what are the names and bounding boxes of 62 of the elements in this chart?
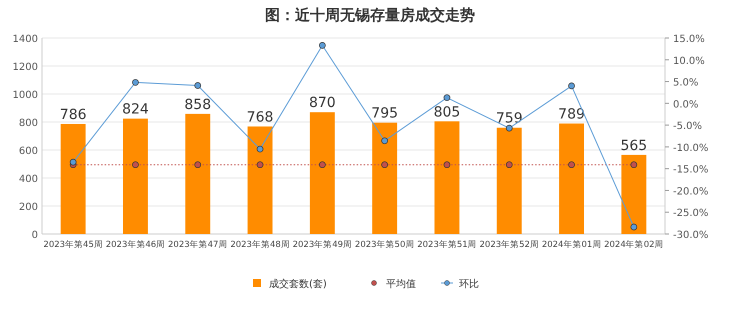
- x-tick-label: 2023年第46周: [106, 239, 166, 250]
- x-tick-label: 2023年第50周: [354, 239, 414, 250]
- bar: [621, 154, 646, 234]
- legend-label: 平均值: [386, 278, 416, 290]
- y-tick-label: 1200: [12, 62, 38, 73]
- y2-tick-label: 5.0%: [673, 78, 698, 89]
- data-label: 870: [308, 95, 336, 112]
- x-tick-label: 2023年第49周: [292, 239, 352, 250]
- y2-tick-label: 0.0%: [673, 99, 698, 110]
- bar: [248, 126, 273, 234]
- data-label: 795: [371, 106, 398, 122]
- bar: [496, 128, 522, 234]
- y-tick-label: 1400: [12, 34, 38, 45]
- x-tick-label: 2023年第52周: [480, 239, 539, 250]
- point: [568, 82, 575, 90]
- y-tick-label: 800: [18, 118, 38, 129]
- y-tick-label: 400: [18, 174, 38, 185]
- point: [256, 146, 264, 152]
- point: [444, 94, 450, 102]
- point: [194, 82, 202, 89]
- y2-tick-label: -20.0%: [673, 186, 708, 198]
- point: [319, 42, 326, 49]
- data-label: 768: [246, 109, 274, 126]
- y2-tick-label: -15.0%: [673, 164, 708, 176]
- point: [70, 158, 76, 166]
- data-label: 565: [620, 138, 648, 154]
- point: [506, 124, 513, 132]
- x-tick-label: 2024年第01周: [542, 239, 602, 250]
- x-tick-label: 2023年第45周: [43, 239, 103, 250]
- x-tick-label: 2023年第47周: [168, 239, 228, 250]
- bar: [559, 124, 584, 234]
- bar: [310, 112, 335, 234]
- legend-label: 成交套数(套): [269, 278, 327, 290]
- data-label: 824: [122, 102, 149, 118]
- y2-tick-label: -10.0%: [673, 142, 708, 154]
- y-tick-label: 0: [32, 230, 38, 241]
- y-tick-label: 1000: [12, 90, 38, 101]
- legend-label: 环比: [459, 278, 479, 290]
- bar: [434, 121, 460, 234]
- point: [132, 79, 139, 86]
- x-tick-label: 2024年第02周: [604, 239, 664, 250]
- y2-tick-label: 15.0%: [673, 34, 705, 45]
- bar: [122, 118, 148, 234]
- point: [381, 137, 388, 144]
- y2-tick-label: -25.0%: [673, 208, 708, 220]
- y-tick-label: 200: [18, 202, 38, 213]
- y2-tick-label: 10.0%: [673, 56, 705, 67]
- y2-tick-label: -5.0%: [673, 121, 702, 132]
- data-label: 858: [184, 96, 212, 113]
- y-tick-label: 600: [18, 146, 38, 157]
- chart-title: 图：近十周无锡存量房成交走势: [265, 6, 475, 24]
- x-tick-label: 2023年第51周: [417, 239, 477, 250]
- y2-tick-label: -30.0%: [673, 230, 708, 241]
- bar: [185, 114, 210, 234]
- data-label: 759: [496, 110, 523, 127]
- data-label: 786: [60, 106, 87, 123]
- data-label: 805: [434, 104, 460, 120]
- bar: [60, 124, 86, 234]
- point: [630, 224, 638, 230]
- data-label: 789: [558, 106, 585, 123]
- x-tick-label: 2023年第48周: [230, 239, 290, 250]
- bar: [372, 122, 398, 234]
